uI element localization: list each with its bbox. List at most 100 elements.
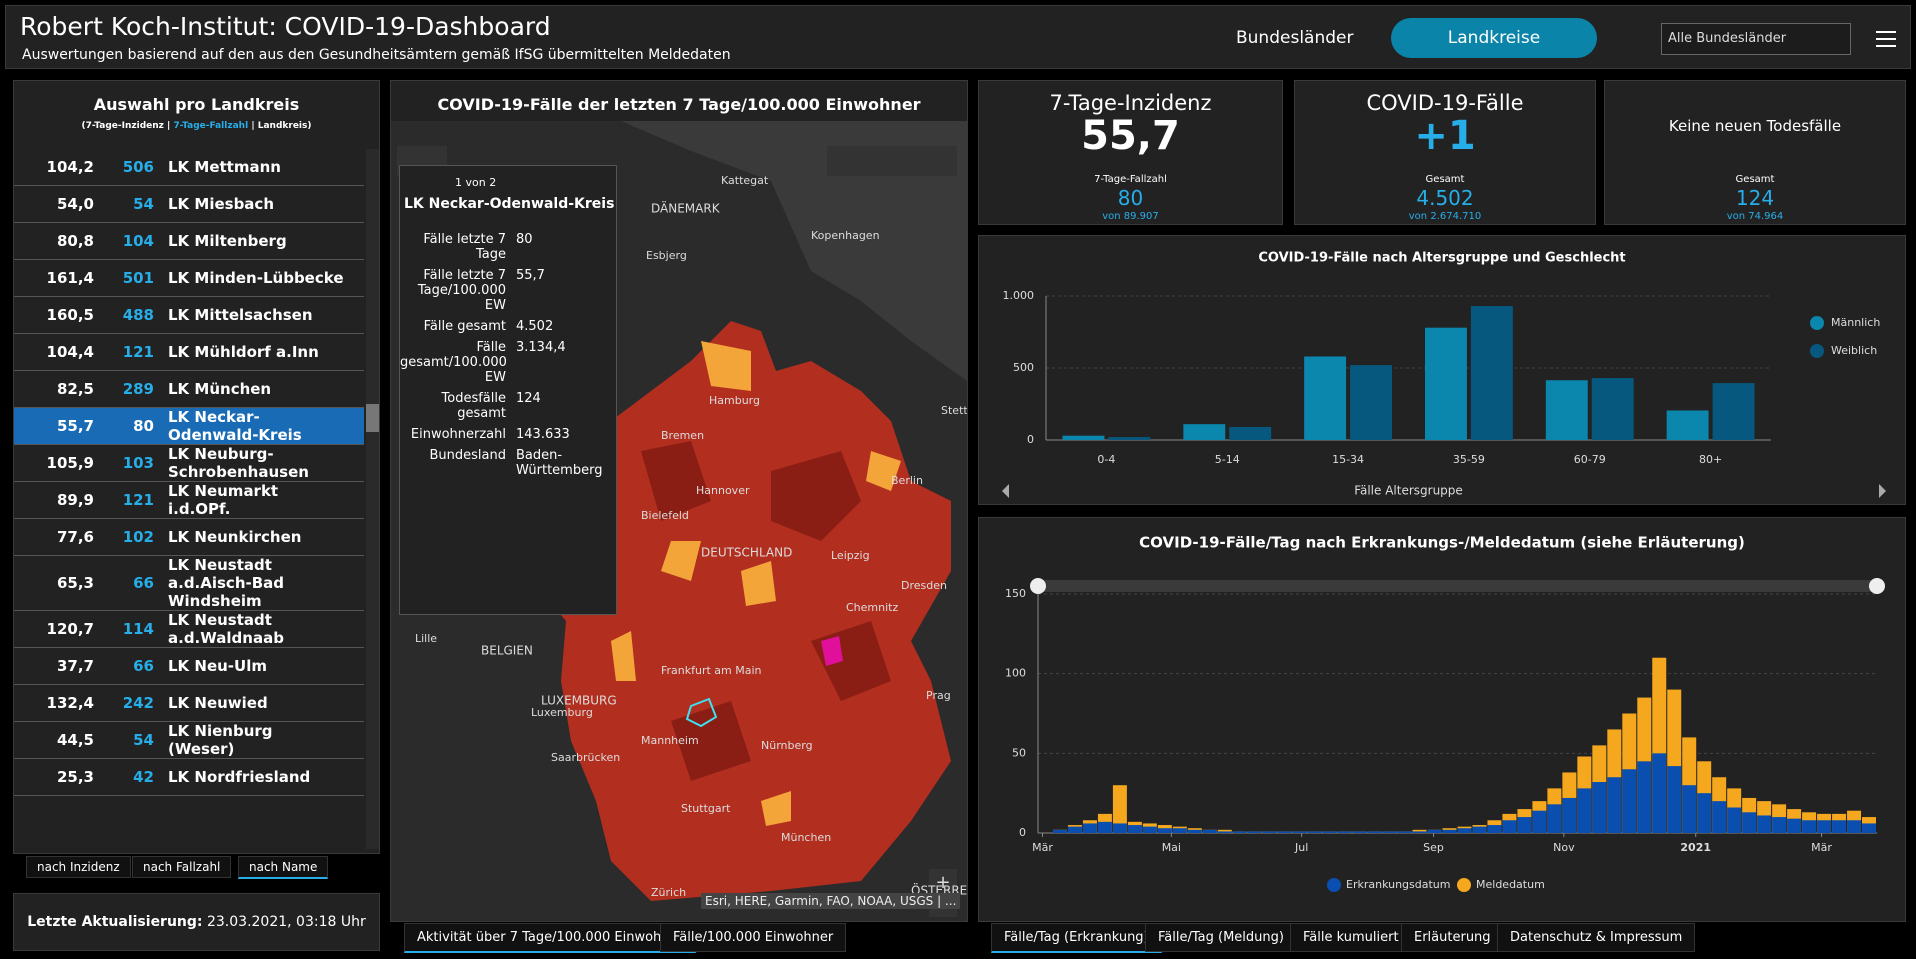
case-count: 102 [122,528,154,546]
case-count: 80 [133,417,154,435]
bar [1157,828,1172,833]
dropdown[interactable]: Alle Bundesländer [1661,23,1851,55]
bar [1229,427,1272,440]
map-label: Luxemburg [531,706,593,719]
bar [1787,818,1802,833]
incidence: 132,4 [46,694,94,712]
list-row[interactable]: 160,5 488 LK Mittelsachsen [14,297,364,334]
bottom-tab[interactable]: Fälle/Tag (Erkrankung) [991,923,1162,953]
list-row[interactable]: 37,7 66 LK Neu-Ulm [14,648,364,685]
bottom-tab[interactable]: Fälle/Tag (Meldung) [1145,923,1297,952]
x-tick-label: 5-14 [1215,453,1240,466]
sort-button[interactable]: nach Inzidenz [26,856,131,878]
map-tab[interactable]: Fälle/100.000 Einwohner [660,923,847,952]
range-slider[interactable] [1038,580,1877,592]
bar [1112,785,1127,833]
popup-field: Todesfälle gesamt 124 [400,391,616,421]
incidence: 120,7 [46,620,94,638]
chart-title: COVID-19-Fälle nach Altersgruppe und Ges… [1258,251,1625,266]
slider-handle[interactable] [1869,578,1885,594]
case-count: 242 [122,694,154,712]
map-label: Prag [926,689,951,702]
case-count: 289 [122,380,154,398]
subtitle: Auswertungen basierend auf den aus den G… [22,47,731,63]
map-label: LUXEMBURG [541,694,617,708]
list-row[interactable]: 80,8 104 LK Miltenberg [14,223,364,260]
bar [1472,826,1487,833]
scrollbar[interactable] [366,149,379,849]
menu-icon[interactable] [1876,30,1896,48]
nav-link[interactable]: Bundesländer [1236,28,1354,48]
popup-field: Einwohnerzahl 143.633 [400,427,616,442]
bar [1697,793,1712,833]
district-name: LK Minden-Lübbecke [168,269,344,287]
kpi-card: COVID-19-Fälle +1 Gesamt 4.502 von 2.674.710 [1294,80,1596,225]
case-count: 501 [122,269,154,287]
kpi-card: 7-Tage-Inzidenz 55,7 7-Tage-Fallzahl 80 von … [978,80,1283,225]
map-label: BELGIEN [481,644,533,658]
map-label: Chemnitz [846,601,898,614]
nav-arrow[interactable] [1879,484,1886,498]
nav-link-active[interactable]: Landkreise [1391,18,1597,58]
bottom-tab[interactable]: Erläuterung [1401,923,1504,952]
map[interactable]: +− KattegatDÄNEMARKKopenhagenEsbjergHamb… [391,121,967,921]
map-panel: COVID-19-Fälle der letzten 7 Tage/100.00… [390,80,968,922]
y-tick-label: 500 [1013,361,1034,374]
incidence: 55,7 [56,417,94,435]
bar [1292,831,1307,833]
list-row[interactable]: 89,9 121 LK Neumarkt i.d.OPf. [14,482,364,519]
x-tick-label: Sep [1423,841,1444,854]
legend-label: Männlich [1831,316,1880,329]
bar [1352,831,1367,833]
map-label: DÄNEMARK [651,201,721,216]
case-count: 488 [122,306,154,324]
list-row[interactable]: 104,4 121 LK Mühldorf a.Inn [14,334,364,371]
list-row[interactable]: 104,2 506 LK Mettmann [14,149,364,186]
bottom-tab[interactable]: Fälle kumuliert [1290,923,1412,952]
bar [1187,829,1202,833]
list-row[interactable]: 161,4 501 LK Minden-Lübbecke [14,260,364,297]
bar [1802,820,1817,833]
bar [1172,828,1187,833]
bar [1262,831,1277,833]
list-row[interactable]: 54,0 54 LK Miesbach [14,186,364,223]
list-row[interactable]: 105,9 103 LK Neuburg-Schrobenhausen [14,445,364,482]
list-row[interactable]: 120,7 114 LK Neustadt a.d.Waldnaab [14,611,364,648]
field-value: 143.633 [516,427,570,442]
list-row[interactable]: 44,5 54 LK Nienburg (Weser) [14,722,364,759]
popup-pager: 1 von 2 [455,176,497,189]
age-chart-panel: COVID-19-Fälle nach Altersgruppe und Ges… [978,235,1906,505]
incidence: 65,3 [56,574,94,592]
map-label: Saarbrücken [551,751,620,764]
bar [1545,380,1588,440]
bar [1232,831,1247,833]
field-label: Fälle gesamt/100.000 EW [400,340,507,385]
x-tick-label: Mai [1162,841,1181,854]
bar [1591,378,1634,440]
bar [1622,769,1637,833]
list-row[interactable]: 55,7 80 LK Neckar-Odenwald-Kreis [14,408,364,445]
list-row[interactable]: 77,6 102 LK Neunkirchen [14,519,364,556]
sort-button[interactable]: nach Name [238,856,329,879]
list-title: Auswahl pro Landkreis [93,95,300,114]
list-row[interactable]: 82,5 289 LK München [14,371,364,408]
list-row[interactable]: 65,3 66 LK Neustadt a.d.Aisch-Bad Windshei… [14,556,364,611]
bar [1247,831,1262,833]
district-name: LK Neu-Ulm [168,657,267,675]
kpi-title: 7-Tage-Inzidenz [1049,91,1212,115]
x-tick-label: Mär [1032,841,1053,854]
slider-handle[interactable] [1030,578,1046,594]
list-row[interactable]: 25,3 42 LK Nordfriesland [14,759,364,796]
field-label: Fälle gesamt [423,319,506,334]
bar [1142,826,1157,833]
nav-arrow[interactable] [1002,484,1009,498]
bottom-tab[interactable]: Datenschutz & Impressum [1497,923,1696,952]
bar [1412,831,1427,833]
map-tab[interactable]: Aktivität über 7 Tage/100.000 Einwohner [404,923,696,953]
incidence: 104,4 [46,343,94,361]
list-row[interactable]: 132,4 242 LK Neuwied [14,685,364,722]
bar [1202,829,1217,833]
sort-button[interactable]: nach Fallzahl [132,856,232,878]
legend-label: Weiblich [1831,344,1877,357]
case-count: 42 [133,768,154,786]
